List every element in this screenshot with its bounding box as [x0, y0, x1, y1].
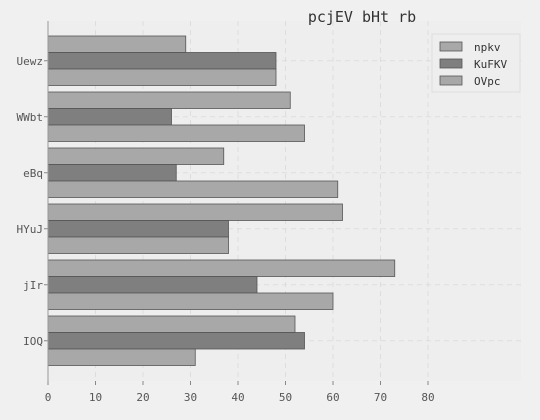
- bar: [48, 125, 305, 142]
- bar: [48, 316, 295, 333]
- bar: [48, 165, 176, 182]
- x-tick-label: 50: [279, 391, 292, 404]
- bar: [48, 181, 338, 198]
- legend-label: KuFKV: [474, 58, 507, 71]
- x-tick-label: 20: [136, 391, 149, 404]
- bar: [48, 53, 276, 70]
- legend-swatch: [440, 42, 462, 51]
- bar: [48, 349, 195, 366]
- bar: [48, 260, 395, 277]
- x-tick-label: 80: [421, 391, 434, 404]
- y-tick-label: jIr: [23, 279, 43, 292]
- x-tick-label: 60: [326, 391, 339, 404]
- bar: [48, 204, 343, 221]
- bar: [48, 148, 224, 165]
- bar: [48, 92, 290, 109]
- y-tick-label: IOQ: [23, 335, 43, 348]
- bar: [48, 69, 276, 86]
- legend-label: npkv: [474, 41, 501, 54]
- bar: [48, 221, 229, 238]
- bar: [48, 36, 186, 53]
- legend-swatch: [440, 76, 462, 85]
- y-tick-label: eBq: [23, 167, 43, 180]
- legend-label: OVpc: [474, 75, 501, 88]
- y-tick-label: HYuJ: [17, 223, 44, 236]
- x-tick-label: 40: [231, 391, 244, 404]
- bar: [48, 333, 305, 350]
- bar: [48, 237, 229, 254]
- y-tick-label: WWbt: [17, 111, 44, 124]
- x-tick-label: 10: [89, 391, 102, 404]
- y-tick-label: Uewz: [17, 55, 44, 68]
- x-tick-label: 30: [184, 391, 197, 404]
- legend-swatch: [440, 59, 462, 68]
- bar: [48, 293, 333, 310]
- x-tick-label: 70: [374, 391, 387, 404]
- x-tick-label: 0: [45, 391, 52, 404]
- bar: [48, 277, 257, 294]
- legend: npkv KuFKV OVpc: [432, 34, 520, 92]
- chart-title: pcjEV bHt rb: [308, 8, 416, 26]
- bar: [48, 109, 172, 126]
